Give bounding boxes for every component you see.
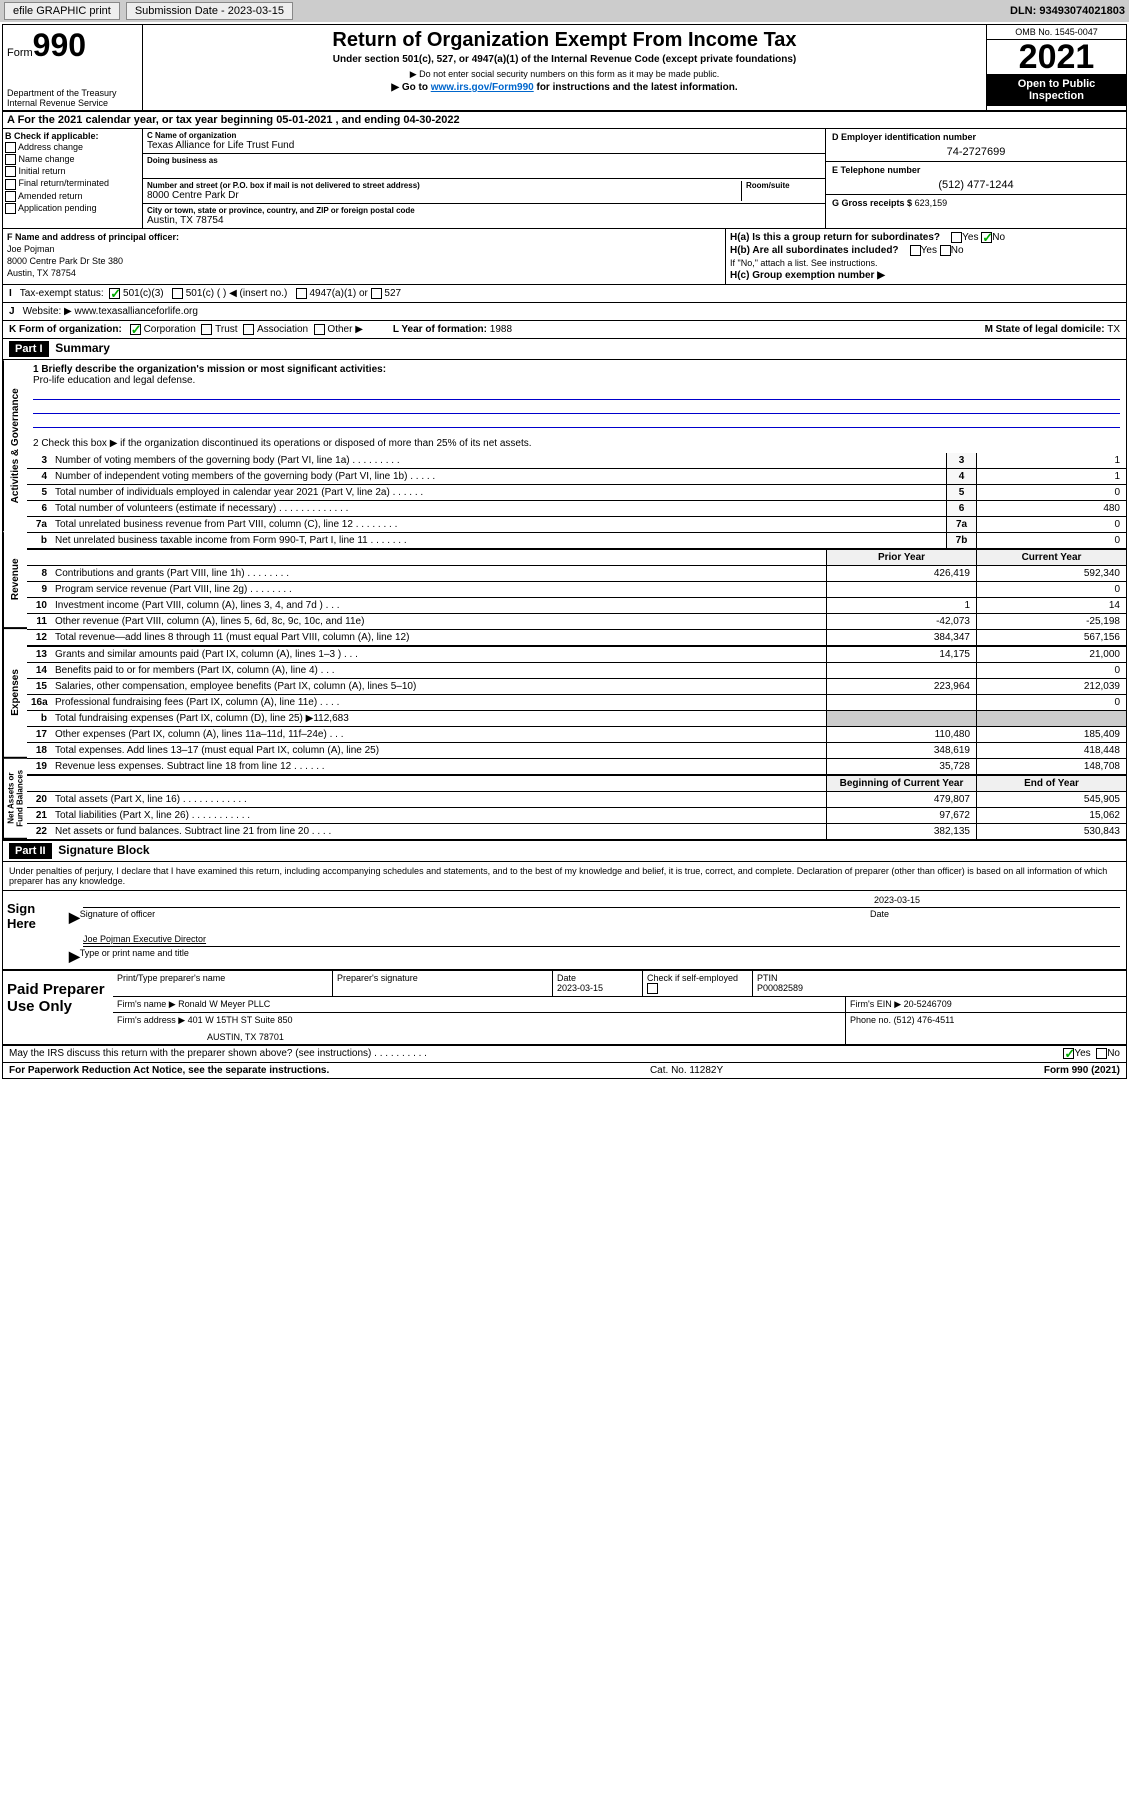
ssn-note: ▶ Do not enter social security numbers o… (149, 69, 980, 80)
dln: DLN: 93493074021803 (1010, 5, 1125, 17)
year-formed: 1988 (490, 324, 512, 335)
ein: 74-2727699 (832, 146, 1120, 158)
org-name: Texas Alliance for Life Trust Fund (147, 140, 821, 151)
form-header: Form990 Department of the Treasury Inter… (3, 25, 1126, 112)
summary-row: 9Program service revenue (Part VIII, lin… (27, 582, 1126, 598)
form-title: Return of Organization Exempt From Incom… (149, 29, 980, 52)
net-section: Beginning of Current YearEnd of Year 20T… (27, 776, 1126, 839)
firm-ein: 20-5246709 (904, 999, 952, 1009)
ptin: P00082589 (757, 983, 803, 993)
public-inspection: Open to Public Inspection (987, 74, 1126, 106)
summary-row: 20Total assets (Part X, line 16) . . . .… (27, 792, 1126, 808)
footer: For Paperwork Reduction Act Notice, see … (3, 1063, 1126, 1078)
sections-f-h: F Name and address of principal officer:… (3, 229, 1126, 285)
instructions-link: ▶ Go to www.irs.gov/Form990 for instruct… (149, 82, 980, 93)
tax-year: 2021 (987, 40, 1126, 74)
summary-row: 7aTotal unrelated business revenue from … (27, 517, 1126, 533)
gov-section: 1 Briefly describe the organization's mi… (27, 360, 1126, 550)
summary-row: 8Contributions and grants (Part VIII, li… (27, 566, 1126, 582)
section-k: K Form of organization: Corporation Trus… (3, 321, 1126, 339)
exp-section: 13Grants and similar amounts paid (Part … (27, 647, 1126, 776)
rev-section: Prior YearCurrent Year 8Contributions an… (27, 550, 1126, 647)
part2-header: Part II Signature Block (3, 841, 1126, 862)
org-address: 8000 Centre Park Dr (147, 190, 741, 201)
tab-governance: Activities & Governance (3, 360, 27, 531)
form-subtitle: Under section 501(c), 527, or 4947(a)(1)… (149, 54, 980, 65)
irs-link[interactable]: www.irs.gov/Form990 (431, 82, 534, 93)
section-c: C Name of organizationTexas Alliance for… (143, 129, 826, 228)
cb-final[interactable]: Final return/terminated (5, 178, 140, 189)
tab-expenses: Expenses (3, 629, 27, 759)
sig-date: 2023-03-15 (69, 895, 1120, 905)
part1-header: Part I Summary (3, 339, 1126, 360)
cb-name[interactable]: Name change (5, 154, 140, 165)
tab-netassets: Net Assets or Fund Balances (3, 759, 27, 840)
cb-address[interactable]: Address change (5, 142, 140, 153)
summary-row: 16aProfessional fundraising fees (Part I… (27, 695, 1126, 711)
org-city: Austin, TX 78754 (147, 215, 821, 226)
dept-label: Department of the Treasury Internal Reve… (7, 88, 138, 108)
form-990: Form990 Department of the Treasury Inter… (2, 24, 1127, 1079)
summary-row: 22Net assets or fund balances. Subtract … (27, 824, 1126, 839)
form-number: Form990 (7, 27, 138, 64)
summary-row: bTotal fundraising expenses (Part IX, co… (27, 711, 1126, 727)
gross-receipts: 623,159 (915, 198, 948, 208)
summary-row: 4Number of independent voting members of… (27, 469, 1126, 485)
summary-row: 18Total expenses. Add lines 13–17 (must … (27, 743, 1126, 759)
ha-no[interactable] (981, 232, 992, 243)
sections-b-g: B Check if applicable: Address change Na… (3, 129, 1126, 229)
officer-sig-name: Joe Pojman Executive Director (83, 934, 206, 944)
firm-addr: 401 W 15TH ST Suite 850 (188, 1015, 293, 1025)
section-j: J Website: ▶ www.texasallianceforlife.or… (3, 303, 1126, 321)
firm-name: Ronald W Meyer PLLC (178, 999, 270, 1009)
summary-row: 11Other revenue (Part VIII, column (A), … (27, 614, 1126, 630)
discuss-yes[interactable] (1063, 1048, 1074, 1059)
discuss-row: May the IRS discuss this return with the… (3, 1046, 1126, 1062)
summary-row: 13Grants and similar amounts paid (Part … (27, 647, 1126, 663)
cb-amended[interactable]: Amended return (5, 191, 140, 202)
summary-row: 10Investment income (Part VIII, column (… (27, 598, 1126, 614)
cb-pending[interactable]: Application pending (5, 203, 140, 214)
tab-revenue: Revenue (3, 532, 27, 629)
toolbar: efile GRAPHIC print Submission Date - 20… (0, 0, 1129, 22)
website: www.texasallianceforlife.org (75, 306, 198, 317)
sections-d-e-g: D Employer identification number74-27276… (826, 129, 1126, 228)
domicile: TX (1107, 324, 1120, 335)
sig-declaration: Under penalties of perjury, I declare th… (3, 862, 1126, 891)
summary-row: 19Revenue less expenses. Subtract line 1… (27, 759, 1126, 774)
summary-row: 21Total liabilities (Part X, line 26) . … (27, 808, 1126, 824)
summary-row: 15Salaries, other compensation, employee… (27, 679, 1126, 695)
cb-initial[interactable]: Initial return (5, 166, 140, 177)
cb-501c3[interactable] (109, 288, 120, 299)
cb-corp[interactable] (130, 324, 141, 335)
prep-date: 2023-03-15 (557, 983, 603, 993)
section-b: B Check if applicable: Address change Na… (3, 129, 143, 228)
efile-btn[interactable]: efile GRAPHIC print (4, 2, 120, 20)
summary-row: 6Total number of volunteers (estimate if… (27, 501, 1126, 517)
subdate-btn[interactable]: Submission Date - 2023-03-15 (126, 2, 293, 20)
summary-row: 12Total revenue—add lines 8 through 11 (… (27, 630, 1126, 645)
mission: Pro-life education and legal defense. (33, 375, 1120, 386)
section-a: A For the 2021 calendar year, or tax yea… (3, 112, 1126, 129)
sign-here: Sign Here 2023-03-15 ▶Signature of offic… (3, 891, 1126, 971)
summary-row: 14Benefits paid to or for members (Part … (27, 663, 1126, 679)
summary-row: 3Number of voting members of the governi… (27, 453, 1126, 469)
section-i: I Tax-exempt status: 501(c)(3) 501(c) ( … (3, 285, 1126, 303)
summary-row: 5Total number of individuals employed in… (27, 485, 1126, 501)
paid-preparer: Paid Preparer Use Only Print/Type prepar… (3, 971, 1126, 1046)
summary-row: 17Other expenses (Part IX, column (A), l… (27, 727, 1126, 743)
officer-name: Joe Pojman (7, 243, 721, 255)
summary: Activities & Governance Revenue Expenses… (3, 360, 1126, 841)
phone: (512) 477-1244 (832, 179, 1120, 191)
firm-phone: (512) 476-4511 (894, 1015, 955, 1025)
summary-row: bNet unrelated business taxable income f… (27, 533, 1126, 548)
